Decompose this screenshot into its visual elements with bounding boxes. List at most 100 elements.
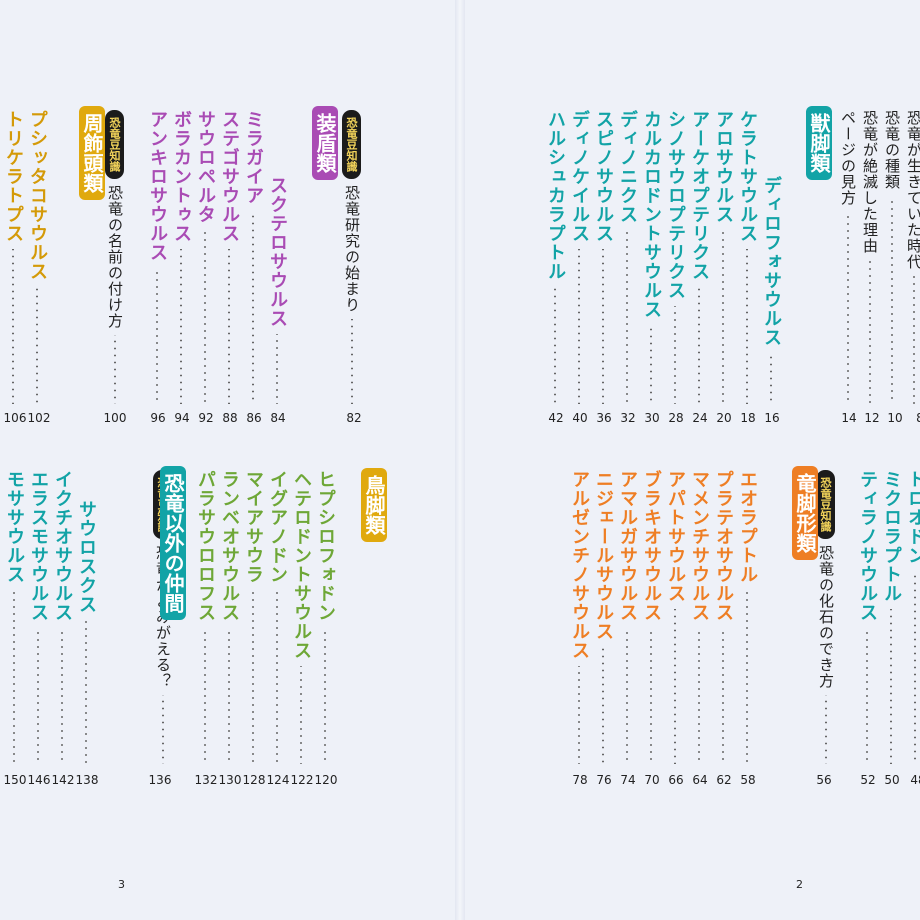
category-heading: 竜脚形類 <box>762 466 848 560</box>
toc-entry[interactable]: エオラプトル <box>737 470 758 770</box>
toc-entry[interactable]: マイアサウラ <box>243 470 264 770</box>
toc-entry-title: アーケオプテリクス <box>689 110 710 281</box>
leader-dots <box>252 590 254 764</box>
toc-entry[interactable]: ハルシュカラプトル <box>545 110 566 410</box>
toc-page-number: 122 <box>290 773 314 787</box>
toc-entry-title: アパトサウルス <box>665 470 686 603</box>
leader-dots <box>698 628 700 764</box>
toc-entry[interactable]: ステゴサウルス <box>219 110 240 410</box>
toc-page-number: 70 <box>644 773 660 787</box>
toc-entry[interactable]: ミラガイア <box>243 110 264 410</box>
toc-entry[interactable]: エラスモサウルス <box>28 470 49 770</box>
toc-entry[interactable]: ディロフォサウルス <box>761 176 782 410</box>
toc-entry[interactable]: サウロスクス <box>76 500 97 770</box>
toc-entry[interactable]: ディノニクス <box>617 110 638 410</box>
leader-dots <box>650 628 652 764</box>
toc-entry-title: トリケラトプス <box>3 110 24 243</box>
toc-entry[interactable]: ページの見方 <box>839 110 857 410</box>
toc-entry[interactable]: パラサウロロフス <box>195 470 216 770</box>
toc-page-number: 138 <box>75 773 99 787</box>
leader-dots <box>228 249 230 404</box>
leader-dots <box>674 609 676 764</box>
leader-dots <box>602 647 604 764</box>
toc-entry[interactable]: アマルガサウルス <box>617 470 638 770</box>
toc-page-number: 40 <box>572 411 588 425</box>
toc-entry[interactable]: 恐竜豆知識 恐竜の名前の付け方 <box>105 110 124 410</box>
toc-entry[interactable]: ブラキオサウルス <box>641 470 662 770</box>
page-number: 3 <box>118 878 125 891</box>
toc-page-number: 42 <box>548 411 564 425</box>
toc-entry[interactable]: ディノケイルス <box>569 110 590 410</box>
toc-entry-title: ランベオサウルス <box>219 470 240 622</box>
toc-page-number: 24 <box>692 411 708 425</box>
toc-entry-title: イグアノドン <box>267 470 288 584</box>
toc-entry[interactable]: ランベオサウルス <box>219 470 240 770</box>
toc-entry[interactable]: アロサウルス <box>713 110 734 410</box>
leader-dots <box>912 276 915 404</box>
toc-page-number: 14 <box>841 411 857 425</box>
toc-entry-title: アルゼンチノサウルス <box>569 470 590 660</box>
toc-entry[interactable]: アルゼンチノサウルス <box>569 470 590 770</box>
toc-entry-title: アマルガサウルス <box>617 470 638 622</box>
toc-entry-title: マメンチサウルス <box>689 470 710 622</box>
toc-entry[interactable]: カルカロドントサウルス <box>641 110 662 410</box>
toc-page-number: 102 <box>27 411 51 425</box>
toc-entry[interactable]: ヘテロドントサウルス <box>291 470 312 770</box>
toc-entry[interactable]: 恐竜豆知識 恐竜研究の始まり <box>342 110 361 410</box>
toc-page-number: 136 <box>148 773 172 787</box>
toc-entry[interactable]: ミクロラプトル <box>881 470 902 770</box>
toc-page-number: 96 <box>150 411 166 425</box>
toc-page-number: 48 <box>910 773 920 787</box>
toc-page-number: 92 <box>198 411 214 425</box>
leader-dots <box>13 590 15 764</box>
leader-dots <box>626 628 628 764</box>
toc-entry[interactable]: マメンチサウルス <box>689 470 710 770</box>
toc-entry[interactable]: 恐竜が生きていた時代 <box>905 110 920 410</box>
toc-entry[interactable]: アパトサウルス <box>665 470 686 770</box>
category-heading: 装盾類 <box>292 106 358 180</box>
toc-entry-title: ヒプシロフォドン <box>315 470 336 622</box>
toc-entry[interactable]: サウロペルタ <box>195 110 216 410</box>
toc-page-number: 20 <box>716 411 732 425</box>
toc-entry-title: 恐竜の種類 <box>883 110 901 190</box>
toc-page-number: 50 <box>884 773 900 787</box>
toc-entry[interactable]: ニジェールサウルス <box>593 470 614 770</box>
toc-page-number: 16 <box>764 411 780 425</box>
toc-page-number: 58 <box>740 773 756 787</box>
toc-entry[interactable]: モササウルス <box>4 470 25 770</box>
toc-entry[interactable]: トリケラトプス <box>3 110 24 410</box>
toc-entry[interactable]: ボラカントゥス <box>171 110 192 410</box>
leader-dots <box>746 590 748 764</box>
toc-entry[interactable]: プシッタコサウルス <box>27 110 48 410</box>
toc-entry[interactable]: 恐竜の種類 <box>883 110 901 410</box>
toc-entry[interactable]: トロオドン <box>905 470 920 770</box>
toc-entry[interactable]: アーケオプテリクス <box>689 110 710 410</box>
toc-entry[interactable]: スクテロサウルス <box>267 176 288 410</box>
toc-entry-title: ステゴサウルス <box>219 110 240 243</box>
toc-entry-title: ディノケイルス <box>569 110 590 243</box>
toc-entry-title: サウロペルタ <box>195 110 216 224</box>
toc-entry-title: スクテロサウルス <box>267 176 288 328</box>
toc-entry[interactable]: イグアノドン <box>267 470 288 770</box>
toc-page-number: 74 <box>620 773 636 787</box>
toc-page-number: 52 <box>860 773 876 787</box>
toc-entry[interactable]: アンキロサウルス <box>147 110 168 410</box>
toc-entry[interactable]: プラテオサウルス <box>713 470 734 770</box>
toc-entry[interactable]: スピノサウルス <box>593 110 614 410</box>
toc-entry[interactable]: シノサウロプテリクス <box>665 110 686 410</box>
toc-page-number: 66 <box>668 773 684 787</box>
toc-entry-title: 恐竜が生きていた時代 <box>905 110 920 270</box>
toc-entry[interactable]: 恐竜豆知識 恐竜の化石のでき方 <box>816 470 835 770</box>
leader-dots <box>350 319 353 404</box>
toc-entry[interactable]: ティラノサウルス <box>857 470 878 770</box>
toc-page-number: 88 <box>222 411 238 425</box>
toc-entry[interactable]: ヒプシロフォドン <box>315 470 336 770</box>
toc-entry-title: ニジェールサウルス <box>593 470 614 641</box>
leader-dots <box>36 287 38 404</box>
leader-dots <box>746 249 748 404</box>
toc-page-number: 28 <box>668 411 684 425</box>
toc-entry[interactable]: イクチオサウルス <box>52 470 73 770</box>
toc-entry[interactable]: ケラトサウルス <box>737 110 758 410</box>
toc-entry[interactable]: 恐竜が絶滅した理由 <box>861 110 879 410</box>
toc-entry-title: ハルシュカラプトル <box>545 110 566 281</box>
